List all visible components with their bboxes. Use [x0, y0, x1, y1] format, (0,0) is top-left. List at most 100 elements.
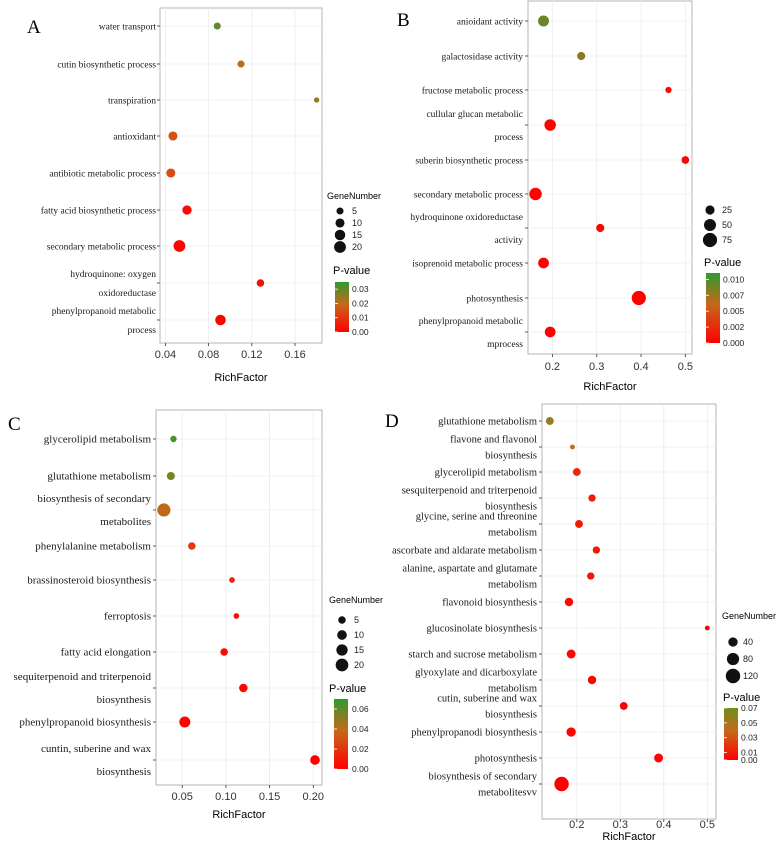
color-legend-label: 0.03 [741, 733, 758, 743]
data-point [575, 520, 583, 528]
x-axis-label-c: RichFactor [212, 809, 266, 821]
plot-area-d [541, 403, 717, 820]
size-legend-dot [336, 644, 348, 656]
data-point [654, 753, 664, 763]
color-legend-title-b: P-value [704, 257, 741, 269]
points-a [166, 22, 320, 326]
color-legend-label: 0.03 [352, 284, 369, 294]
color-bar-b [706, 273, 720, 343]
size-legend-title-a: GeneNumber [327, 191, 381, 201]
category-label: flavone and flavonol [450, 435, 537, 446]
data-point [704, 625, 710, 631]
points-c [157, 435, 320, 765]
plot-area-b [527, 0, 693, 355]
category-label: fatty acid elongation [61, 647, 152, 659]
size-legend-dot [337, 630, 347, 640]
category-label: metabolism [488, 528, 537, 539]
category-label: biosynthesis of secondary [429, 772, 538, 783]
category-label: secondary metabolic process [414, 191, 524, 201]
category-label: biosynthesis [485, 710, 537, 721]
category-label: water transport [99, 23, 157, 33]
color-legend-label: 0.007 [723, 290, 745, 300]
category-label: cullular glucan metabolic [426, 110, 523, 120]
size-legend-label: 75 [722, 235, 732, 245]
size-legend-dot [702, 232, 718, 248]
data-point [544, 326, 556, 338]
panel-c: C glycerolipid metabolism glutathione met… [8, 409, 383, 821]
category-label: metabolitesvv [478, 788, 538, 799]
x-tick-label: 0.3 [589, 361, 604, 373]
data-point [545, 417, 554, 425]
x-ticks-d: 0.2 0.3 0.4 0.5 [569, 819, 715, 831]
size-legend-b: 25 50 75 [702, 205, 732, 248]
category-label: process [128, 326, 157, 336]
color-legend-label: 0.002 [723, 322, 745, 332]
x-tick-label: 0.12 [241, 349, 262, 361]
data-point [681, 156, 690, 164]
x-tick-label: 0.08 [198, 349, 219, 361]
size-legend-label: 15 [352, 230, 362, 240]
category-label: biosynthesis [97, 766, 151, 778]
color-legend-label: 0.04 [352, 724, 369, 734]
color-legend-label: 0.00 [741, 755, 758, 765]
category-labels-d: glutathione metabolism flavone and flavon… [392, 417, 542, 799]
size-legend-label: 10 [354, 630, 364, 640]
points-b [529, 15, 690, 338]
data-point [665, 86, 672, 94]
category-label: antioxidant [113, 133, 156, 143]
x-axis-label-d: RichFactor [602, 831, 656, 843]
color-legend-label: 0.005 [723, 306, 745, 316]
color-legend-title-a: P-value [333, 265, 370, 277]
category-label: glyoxylate and dicarboxylate [415, 668, 537, 679]
size-legend-title-c: GeneNumber [329, 595, 383, 605]
category-label: phenylpropanoid metabolic [419, 317, 523, 327]
data-point [166, 471, 175, 481]
x-tick-label: 0.2 [545, 361, 560, 373]
category-label: alanine, aspartate and glutamate [402, 564, 537, 575]
category-label: starch and sucrose metabolism [408, 650, 537, 661]
category-labels-c: glycerolipid metabolism glutathione metab… [14, 434, 156, 778]
color-bar-c [334, 699, 348, 769]
category-label: glycerolipid metabolism [435, 468, 537, 479]
data-point [256, 279, 265, 287]
data-point [237, 60, 245, 68]
color-bar-d [724, 708, 738, 760]
category-label: fructose metabolic process [422, 86, 524, 97]
grid-b [528, 1, 692, 354]
category-label: biosynthesis of secondary [37, 493, 151, 505]
panel-b: B anioidant activity galactosidase activi… [397, 0, 745, 393]
data-point [215, 314, 226, 326]
color-legend-title-d: P-value [723, 692, 760, 704]
x-ticks-c: 0.05 0.10 0.15 0.20 [171, 785, 324, 803]
x-tick-label: 0.5 [678, 361, 693, 373]
size-legend-title-d: GeneNumber [722, 611, 776, 621]
category-label: brassinosteroid biosynthesis [27, 575, 151, 587]
category-label: hydroquinone oxidoreductase [410, 213, 523, 223]
category-label: anioidant activity [457, 18, 523, 28]
category-label: glutathione metabolism [47, 471, 151, 483]
data-point [592, 546, 601, 554]
data-point [572, 468, 581, 476]
category-label: biosynthesis [485, 451, 537, 462]
size-legend-label: 15 [354, 645, 364, 655]
x-tick-label: 0.3 [613, 819, 628, 831]
x-ticks-b: 0.2 0.3 0.4 0.5 [545, 354, 693, 373]
category-label: cutin biosynthetic process [57, 61, 156, 71]
panel-a: A water transport cutin biosynthetic proc… [27, 7, 381, 384]
data-point [619, 702, 628, 710]
size-legend-dot [705, 205, 715, 215]
category-label: photosynthesis [475, 754, 537, 765]
size-legend-dot [728, 637, 738, 647]
plot-area-c [155, 409, 323, 786]
x-tick-label: 0.04 [155, 349, 176, 361]
color-legend-label: 0.01 [352, 313, 369, 323]
size-legend-label: 20 [354, 660, 364, 670]
data-point [570, 444, 575, 450]
plot-area-a [159, 7, 323, 344]
data-point [564, 597, 574, 607]
category-label: cutin, suberine and wax [437, 694, 537, 705]
category-label: activity [495, 236, 524, 246]
x-ticks-a: 0.04 0.08 0.12 0.16 [155, 343, 306, 361]
data-point [157, 503, 171, 517]
size-legend-dot [338, 616, 346, 624]
